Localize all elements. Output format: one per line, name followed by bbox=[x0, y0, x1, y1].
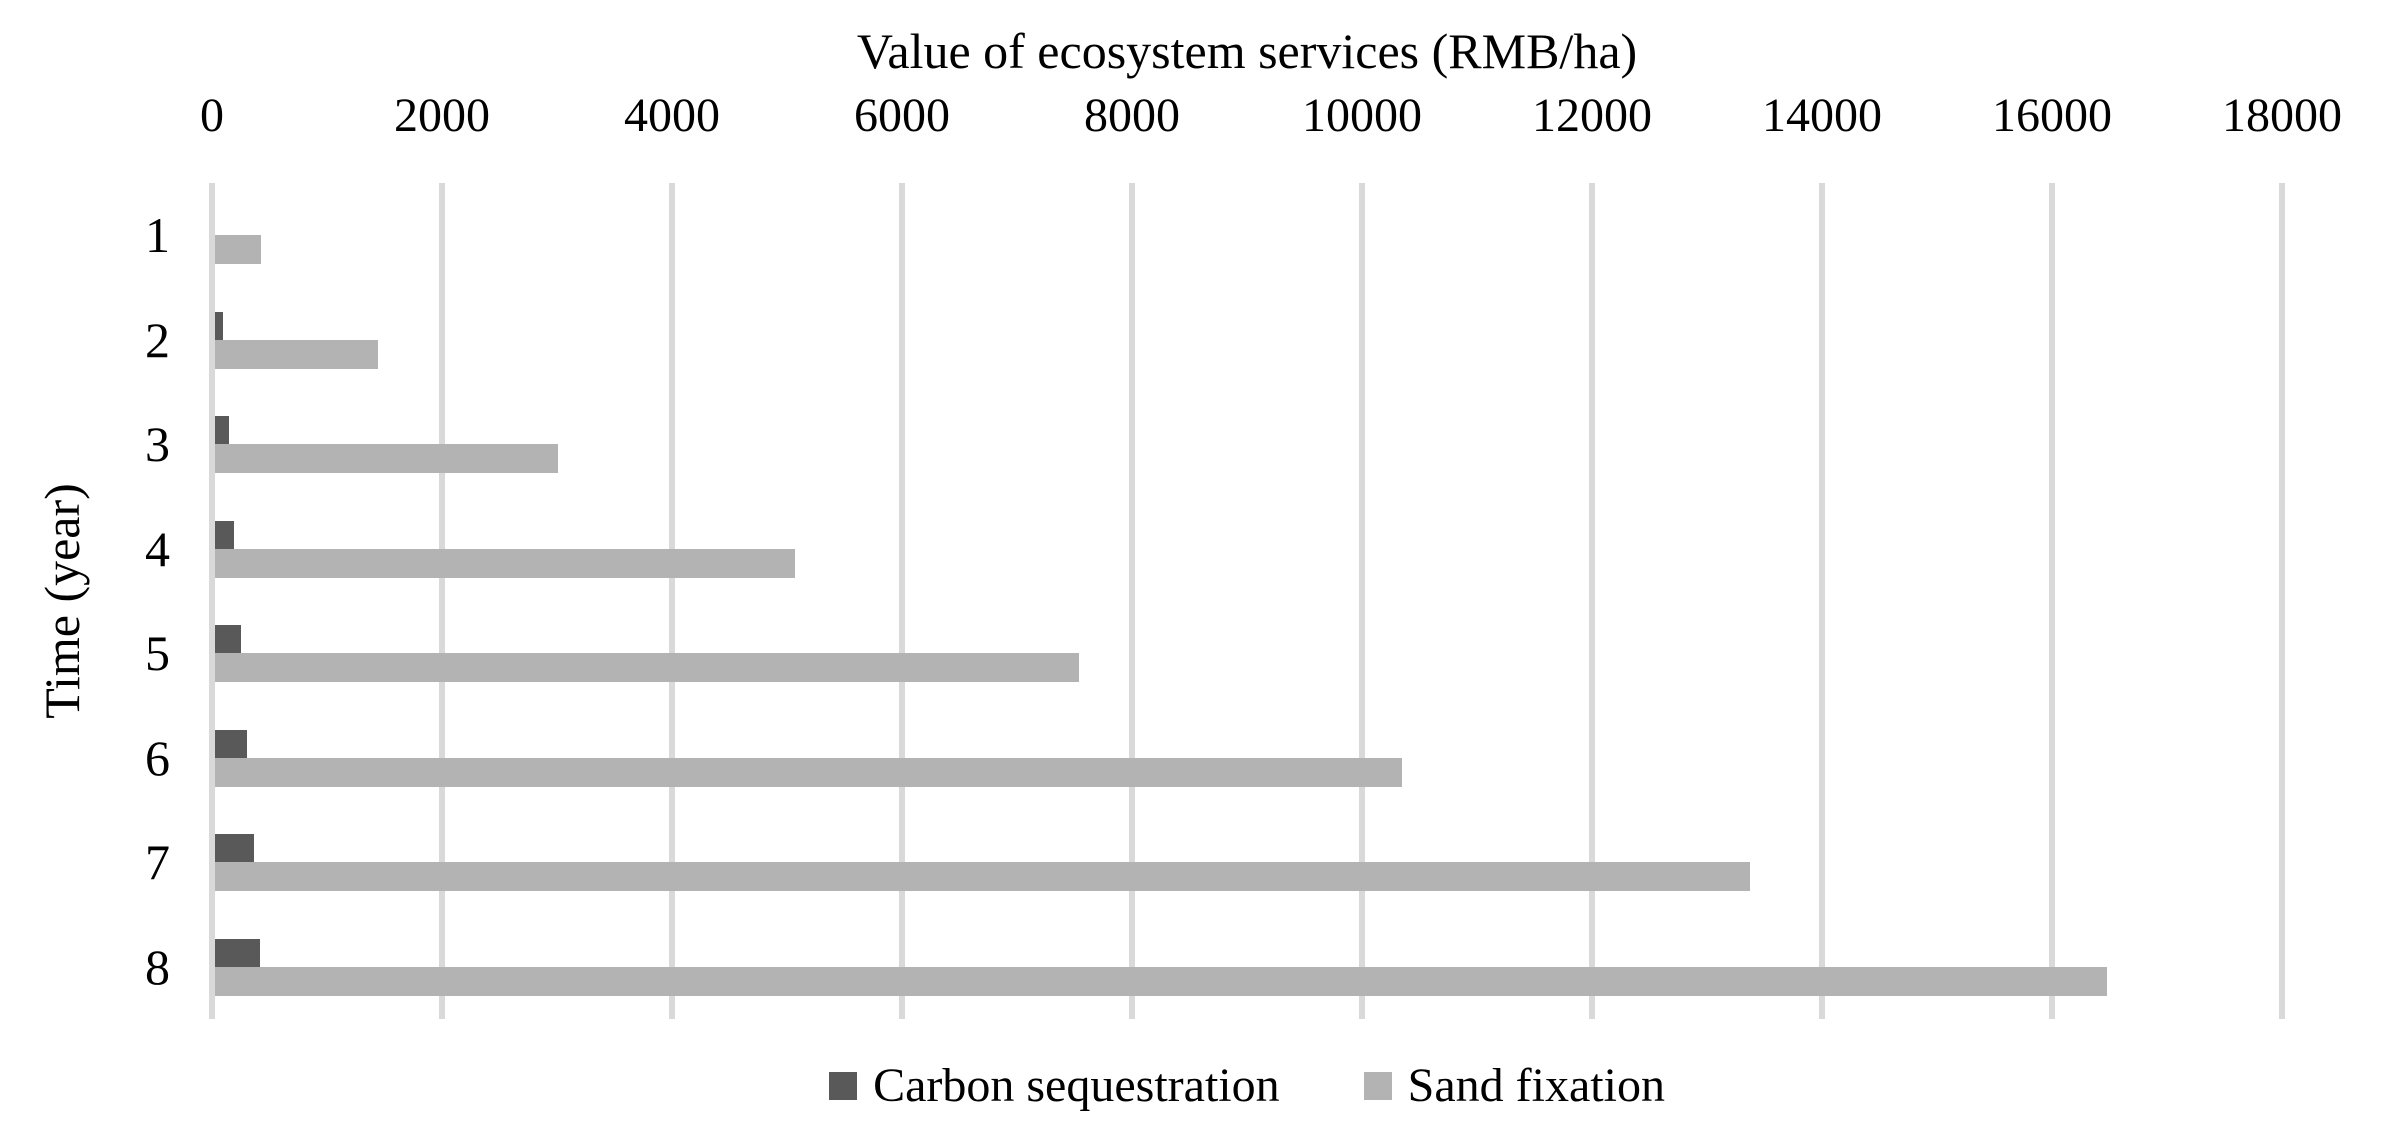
y-tick-label-year-6: 6 bbox=[145, 729, 170, 786]
gridline-16000 bbox=[2049, 183, 2055, 1019]
x-tick-label-2000: 2000 bbox=[394, 89, 490, 142]
x-tick-label-8000: 8000 bbox=[1084, 89, 1180, 142]
bar-carbon-sequestration-year-6 bbox=[212, 729, 248, 758]
bar-sand-fixation-year-6 bbox=[212, 757, 1403, 787]
y-tick-label-year-4: 4 bbox=[145, 520, 170, 577]
bar-carbon-sequestration-year-2 bbox=[212, 311, 223, 340]
bar-carbon-sequestration-year-5 bbox=[212, 625, 242, 654]
x-tick-label-18000: 18000 bbox=[2222, 89, 2342, 142]
x-tick-label-6000: 6000 bbox=[854, 89, 950, 142]
legend-label-carbon-sequestration: Carbon sequestration bbox=[873, 1059, 1280, 1112]
bar-carbon-sequestration-year-8 bbox=[212, 938, 261, 967]
gridline-12000 bbox=[1589, 183, 1595, 1019]
bar-carbon-sequestration-year-3 bbox=[212, 416, 229, 445]
chart-title: Value of ecosystem services (RMB/ha) bbox=[856, 23, 1638, 79]
gridline-14000 bbox=[1819, 183, 1825, 1019]
bar-sand-fixation-year-8 bbox=[212, 966, 2108, 996]
x-tick-label-0: 0 bbox=[200, 89, 224, 142]
y-tick-label-year-5: 5 bbox=[145, 625, 170, 682]
x-tick-label-4000: 4000 bbox=[624, 89, 720, 142]
bar-sand-fixation-year-3 bbox=[212, 444, 559, 474]
x-tick-label-16000: 16000 bbox=[1992, 89, 2112, 142]
y-tick-label-year-2: 2 bbox=[145, 311, 170, 368]
legend-swatch-carbon-sequestration bbox=[829, 1071, 858, 1100]
bar-sand-fixation-year-1 bbox=[212, 235, 262, 265]
legend-item-carbon-sequestration: Carbon sequestration bbox=[829, 1058, 1280, 1113]
legend-label-sand-fixation: Sand fixation bbox=[1407, 1059, 1665, 1112]
gridline-18000 bbox=[2279, 183, 2285, 1019]
y-tick-label-year-8: 8 bbox=[145, 938, 170, 995]
x-tick-label-14000: 14000 bbox=[1762, 89, 1882, 142]
bar-sand-fixation-year-4 bbox=[212, 548, 796, 578]
y-tick-label-year-1: 1 bbox=[145, 207, 170, 264]
y-tick-label-year-7: 7 bbox=[145, 834, 170, 891]
bar-sand-fixation-year-7 bbox=[212, 862, 1750, 892]
x-tick-label-10000: 10000 bbox=[1302, 89, 1422, 142]
bar-sand-fixation-year-2 bbox=[212, 339, 378, 369]
bar-sand-fixation-year-5 bbox=[212, 653, 1080, 683]
x-tick-label-12000: 12000 bbox=[1532, 89, 1652, 142]
gridline-8000 bbox=[1129, 183, 1135, 1019]
legend-item-sand-fixation: Sand fixation bbox=[1363, 1058, 1665, 1113]
legend: Carbon sequestration Sand fixation bbox=[212, 1058, 2282, 1113]
value-axis-line bbox=[209, 183, 215, 1019]
gridline-4000 bbox=[669, 183, 675, 1019]
bar-carbon-sequestration-year-4 bbox=[212, 520, 235, 549]
gridline-6000 bbox=[899, 183, 905, 1019]
bar-carbon-sequestration-year-7 bbox=[212, 834, 254, 863]
gridline-2000 bbox=[439, 183, 445, 1019]
legend-swatch-sand-fixation bbox=[1363, 1071, 1392, 1100]
gridline-10000 bbox=[1359, 183, 1365, 1019]
plot-area bbox=[209, 183, 2285, 1019]
y-tick-label-year-3: 3 bbox=[145, 416, 170, 473]
